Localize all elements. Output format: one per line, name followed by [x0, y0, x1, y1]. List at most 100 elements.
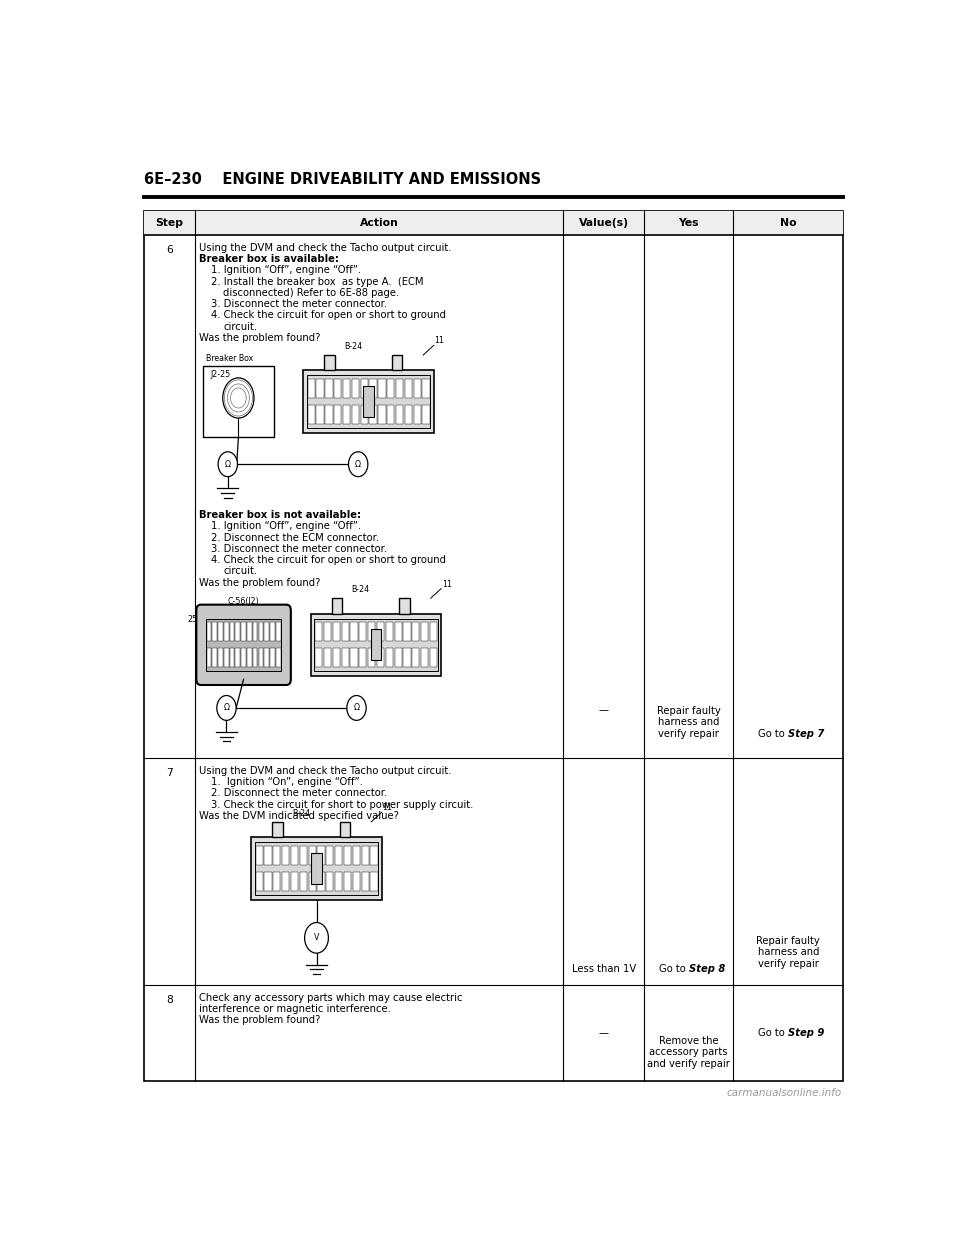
Bar — [405, 379, 412, 397]
Text: Breaker Box: Breaker Box — [206, 354, 253, 363]
Bar — [270, 648, 275, 667]
Bar — [378, 405, 386, 424]
Bar — [335, 872, 343, 891]
Bar — [351, 405, 359, 424]
Bar — [377, 648, 384, 667]
Bar — [333, 648, 340, 667]
Text: 7: 7 — [166, 768, 173, 777]
Bar — [264, 622, 269, 641]
Bar — [212, 648, 217, 667]
Bar — [378, 379, 386, 397]
Text: J2-25: J2-25 — [210, 370, 230, 380]
Text: interference or magnetic interference.: interference or magnetic interference. — [200, 1004, 392, 1013]
Text: 2. Install the breaker box  as type A.  (ECM: 2. Install the breaker box as type A. (E… — [211, 277, 423, 287]
Bar — [274, 872, 280, 891]
Text: Breaker box is not available:: Breaker box is not available: — [200, 510, 362, 520]
Bar — [333, 622, 340, 641]
Bar — [386, 648, 393, 667]
Bar — [264, 872, 272, 891]
Bar — [326, 872, 333, 891]
Text: circuit.: circuit. — [223, 322, 257, 332]
Bar — [325, 379, 332, 397]
Bar — [343, 405, 350, 424]
Text: 4. Check the circuit for open or short to ground: 4. Check the circuit for open or short t… — [211, 555, 446, 565]
Text: 3. Check the circuit for short to power supply circuit.: 3. Check the circuit for short to power … — [211, 800, 473, 810]
Bar — [377, 622, 384, 641]
Bar — [270, 622, 275, 641]
Bar — [264, 648, 269, 667]
Text: 1. Ignition “Off”, engine “Off”.: 1. Ignition “Off”, engine “Off”. — [211, 266, 361, 276]
Bar — [318, 872, 324, 891]
Bar — [392, 355, 402, 370]
Text: B-24: B-24 — [351, 585, 370, 595]
Text: 8: 8 — [166, 995, 173, 1005]
Bar — [264, 846, 272, 864]
Bar — [276, 648, 280, 667]
Bar — [371, 846, 377, 864]
Circle shape — [217, 696, 236, 720]
Text: 1.  Ignition “On”, engine “Off”.: 1. Ignition “On”, engine “Off”. — [211, 777, 363, 787]
Bar — [368, 648, 375, 667]
Bar — [370, 379, 376, 397]
Text: No: No — [780, 219, 797, 229]
Bar — [352, 872, 360, 891]
Text: Was the problem found?: Was the problem found? — [200, 333, 321, 343]
Bar — [308, 872, 316, 891]
Bar — [258, 622, 263, 641]
Bar — [235, 648, 240, 667]
Bar — [241, 648, 246, 667]
Bar — [350, 648, 358, 667]
Bar — [311, 853, 322, 884]
Text: B-24: B-24 — [344, 342, 362, 351]
Circle shape — [218, 452, 237, 477]
Text: Ω: Ω — [353, 703, 359, 713]
Bar — [414, 379, 420, 397]
Bar — [204, 365, 274, 437]
Bar — [317, 405, 324, 424]
Text: 2. Disconnect the meter connector.: 2. Disconnect the meter connector. — [211, 789, 388, 799]
Bar — [303, 370, 434, 432]
Bar — [421, 648, 428, 667]
Text: 4. Check the circuit for open or short to ground: 4. Check the circuit for open or short t… — [211, 310, 446, 320]
Text: Was the problem found?: Was the problem found? — [200, 578, 321, 587]
Bar — [229, 622, 234, 641]
Bar — [359, 622, 367, 641]
Text: —: — — [599, 705, 609, 715]
Text: Remove the
accessory parts
and verify repair: Remove the accessory parts and verify re… — [647, 1036, 730, 1069]
Bar — [291, 872, 299, 891]
Text: Ω: Ω — [225, 460, 230, 468]
Bar — [317, 379, 324, 397]
Circle shape — [347, 696, 366, 720]
Text: Action: Action — [360, 219, 398, 229]
Bar — [324, 355, 335, 370]
Text: 11: 11 — [435, 337, 444, 345]
Text: Go to: Go to — [758, 1028, 788, 1038]
Bar — [241, 622, 246, 641]
Bar — [361, 379, 368, 397]
Bar — [254, 842, 378, 894]
Bar — [324, 648, 331, 667]
Bar — [387, 379, 395, 397]
Bar — [255, 846, 263, 864]
Bar — [364, 386, 373, 417]
Text: Breaker box is available:: Breaker box is available: — [200, 255, 339, 265]
Bar — [224, 648, 228, 667]
Text: Ω: Ω — [224, 703, 229, 713]
Text: Less than 1V: Less than 1V — [571, 964, 636, 974]
Bar — [396, 405, 403, 424]
Text: V: V — [314, 933, 319, 943]
Text: circuit.: circuit. — [223, 566, 257, 576]
Text: Repair faulty
harness and
verify repair: Repair faulty harness and verify repair — [657, 705, 721, 739]
Text: Using the DVM and check the Tacho output circuit.: Using the DVM and check the Tacho output… — [200, 766, 452, 776]
Bar — [371, 630, 381, 661]
Bar — [399, 599, 410, 614]
Bar — [359, 648, 367, 667]
Bar — [342, 648, 348, 667]
Text: Value(s): Value(s) — [579, 219, 629, 229]
Text: Go to: Go to — [659, 964, 688, 974]
Text: 6: 6 — [166, 245, 173, 255]
Bar — [350, 622, 358, 641]
Bar — [274, 846, 280, 864]
Text: —: — — [599, 1028, 609, 1038]
Bar — [273, 822, 282, 837]
